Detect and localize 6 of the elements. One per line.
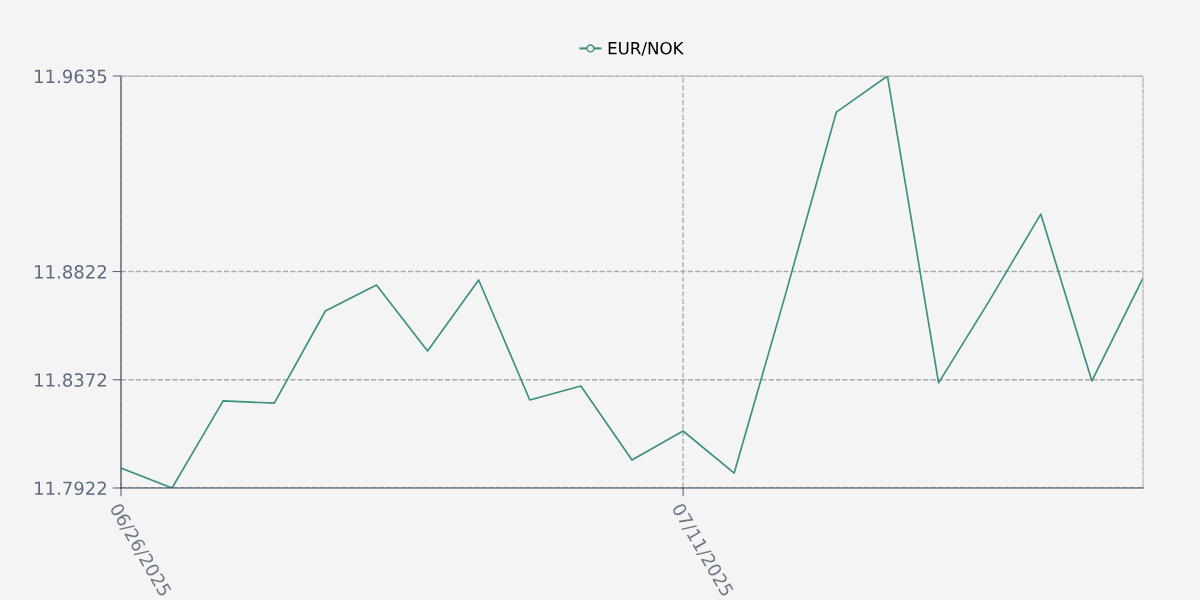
y-tick-label: 11.7922: [35, 481, 106, 496]
line-series: [120, 76, 1143, 488]
y-tick-label: 11.8372: [35, 373, 106, 387]
legend-label: EUR/NOK: [608, 41, 684, 56]
y-tick-label: 11.8822: [35, 265, 106, 279]
y-tick-label: 11.9635: [35, 69, 107, 84]
